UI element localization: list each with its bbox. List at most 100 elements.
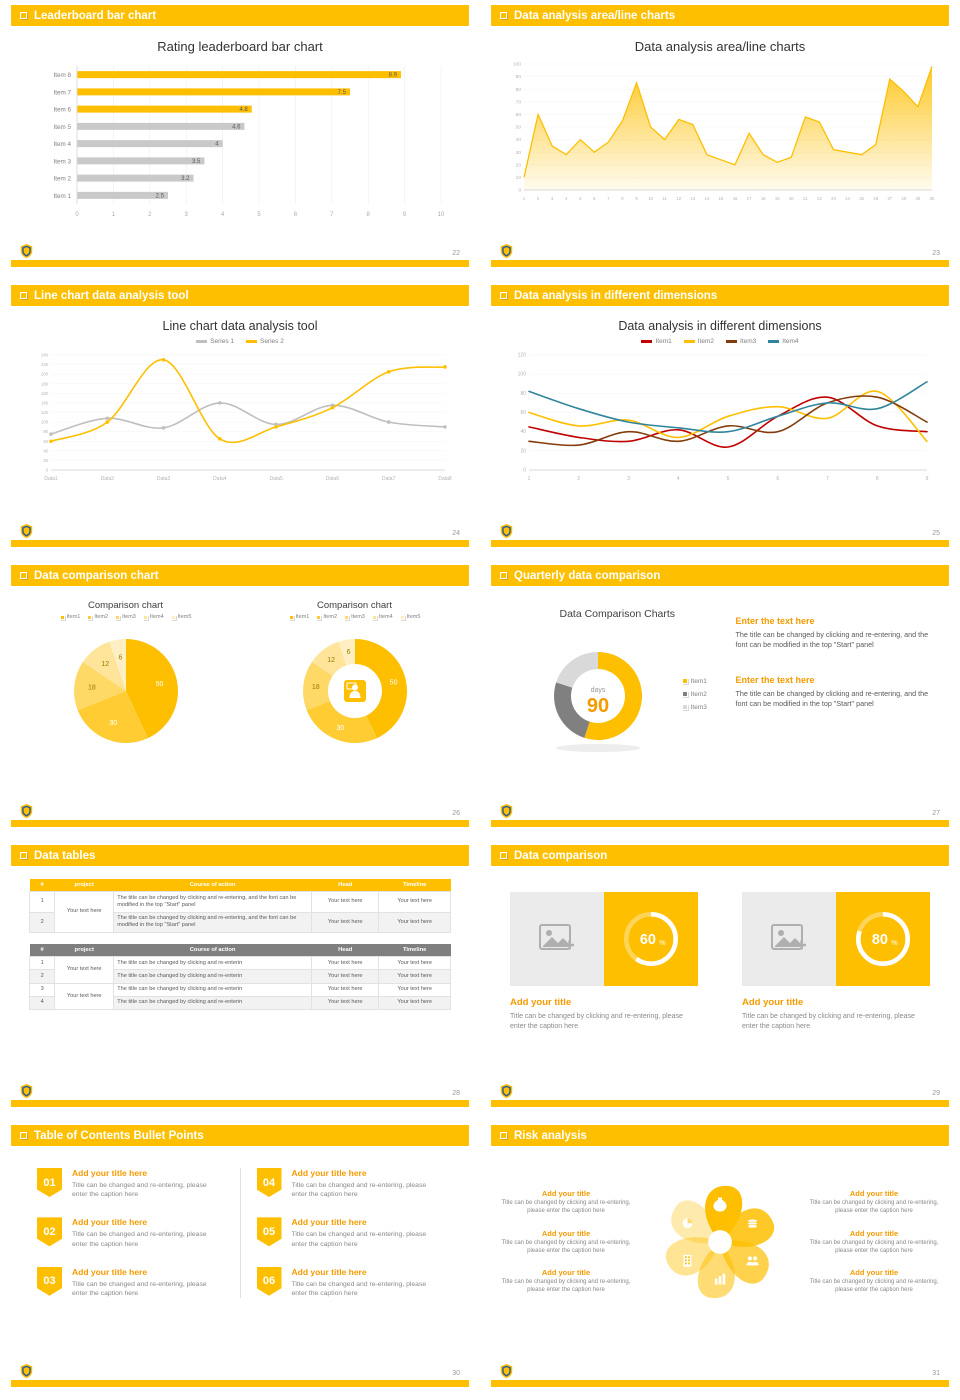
legend-label: Item1	[295, 614, 310, 620]
slide-22-leaderboard-bar-chart[interactable]: Leaderboard bar chart Rating leaderboard…	[11, 5, 469, 267]
svg-text:50: 50	[155, 681, 163, 688]
svg-text:60: 60	[516, 112, 522, 118]
svg-text:Data5: Data5	[269, 476, 283, 482]
school-logo-icon	[500, 244, 513, 258]
toc-column-right: 04 Add your title here Title can be change…	[256, 1168, 444, 1298]
svg-text:40: 40	[520, 429, 526, 435]
square-bullet-icon	[20, 12, 27, 19]
svg-text:5: 5	[257, 212, 261, 218]
slide-31-risk-analysis[interactable]: Risk analysis Add your title Title can be…	[491, 1125, 949, 1387]
slide-header-title: Data analysis in different dimensions	[514, 289, 718, 302]
slide-footer-bar	[11, 260, 469, 267]
legend-item: Item4	[768, 338, 799, 345]
svg-text:0: 0	[518, 188, 521, 194]
table-header-cell: Course of action	[113, 944, 312, 957]
svg-text:11: 11	[663, 196, 668, 201]
svg-text:28: 28	[902, 196, 907, 201]
svg-text:18: 18	[87, 684, 95, 691]
legend-label: Item4	[782, 338, 799, 345]
legend-label: Item1	[690, 677, 707, 685]
slide-28-data-tables[interactable]: Data tables # project Course of action Head…	[11, 845, 469, 1107]
legend-swatch	[726, 340, 737, 343]
risk-block-caption: Title can be changed by clicking and re-…	[501, 1239, 631, 1254]
slide-cell: Table of Contents Bullet Points 01 Add yo…	[0, 1120, 480, 1400]
slide-29-data-comparison-cards[interactable]: Data comparison 60% Add your title Title c…	[491, 845, 949, 1107]
school-logo-icon	[500, 1084, 513, 1098]
text-block-title: Enter the text here	[735, 616, 815, 626]
slide-30-table-of-contents[interactable]: Table of Contents Bullet Points 01 Add yo…	[11, 1125, 469, 1387]
square-bullet-icon	[500, 852, 507, 859]
svg-text:9: 9	[926, 476, 929, 482]
legend-swatch	[87, 614, 93, 620]
slide-25-multi-dimension-lines[interactable]: Data analysis in different dimensions Da…	[491, 285, 949, 547]
slide-26-data-comparison-pies[interactable]: Data comparison chart Comparison chart I…	[11, 565, 469, 827]
slide-footer-bar	[491, 820, 949, 827]
data-table: # project Course of action Head Timeline 1 You…	[28, 944, 451, 1011]
svg-text:%: %	[659, 938, 666, 947]
text-block-caption: The title can be changed by clicking and…	[735, 688, 929, 709]
svg-text:Data7: Data7	[382, 476, 396, 482]
svg-text:15: 15	[719, 196, 724, 201]
slide-cell: Data comparison 60% Add your title Title c…	[480, 840, 960, 1120]
square-bullet-icon	[20, 292, 27, 299]
legend-item: Item3	[681, 704, 707, 711]
svg-text:4: 4	[565, 196, 568, 201]
table-cell: 3	[28, 982, 56, 997]
risk-block-title: Add your title	[541, 1189, 591, 1199]
risk-block-title: Add your title	[849, 1268, 899, 1278]
svg-text:100: 100	[41, 420, 49, 425]
people-icon	[746, 1256, 759, 1266]
slide-24-line-chart-tool[interactable]: Line chart data analysis tool Line chart…	[11, 285, 469, 547]
toc-item-caption: Title can be changed and re-entering, pl…	[291, 1231, 427, 1248]
table-cell: Your text here	[54, 890, 115, 934]
toc-item-caption: Title can be changed and re-entering, pl…	[72, 1280, 207, 1297]
legend-label: Item3	[351, 614, 365, 620]
slide-23-area-line-charts[interactable]: Data analysis area/line charts Data anal…	[491, 5, 949, 267]
svg-text:220: 220	[41, 362, 49, 367]
legend-swatch	[316, 614, 322, 620]
legend-label: Item1	[655, 338, 672, 345]
slide-header-bar: Data comparison chart	[11, 565, 469, 586]
table-cell: Your text here	[311, 982, 380, 997]
comparison-card: 80% Add your title Title can be changed by…	[742, 892, 930, 1032]
donut-panel: Data Comparison Charts days 90 Item1 Item2…	[499, 590, 736, 764]
page-number: 25	[932, 530, 940, 537]
svg-text:Item 7: Item 7	[54, 89, 72, 96]
table-cell: 1	[28, 956, 56, 971]
table-cell: Your text here	[378, 911, 451, 934]
table-cell: Your text here	[378, 956, 451, 971]
pie-chart: 50 30 18 12 6	[73, 639, 178, 743]
legend-swatch	[399, 614, 405, 620]
legend-item: Item1	[288, 614, 310, 620]
svg-text:21: 21	[803, 196, 808, 201]
svg-text:17: 17	[747, 196, 752, 201]
table-header-cell: #	[29, 879, 55, 892]
svg-text:7: 7	[607, 196, 610, 201]
svg-text:26: 26	[873, 196, 878, 201]
svg-text:90: 90	[516, 74, 522, 80]
svg-text:3: 3	[551, 196, 554, 201]
square-bullet-icon	[20, 852, 27, 859]
slide-header-title: Data tables	[34, 849, 96, 862]
slide-27-quarterly-comparison[interactable]: Quarterly data comparison Data Compariso…	[491, 565, 949, 827]
square-bullet-icon	[500, 1132, 507, 1139]
svg-text:100: 100	[513, 62, 521, 68]
donut-chart-panel: Comparison chart Item1 Item2 Item3 Item4 Ite…	[240, 588, 469, 760]
legend-label: Item3	[740, 338, 757, 345]
risk-block-caption: Title can be changed by clicking and re-…	[809, 1239, 939, 1254]
leaderboard-bar-chart: 0 1 2 3 4 5 6 7 8 9 10 8.9 Item 8 7.5 Item 7 4.8 Item 6 4…	[54, 66, 445, 218]
legend-swatch	[59, 614, 65, 620]
svg-text:7: 7	[826, 476, 829, 482]
svg-text:12: 12	[676, 196, 681, 201]
data-table: # project Course of action Head Timeline 1 You…	[28, 879, 451, 934]
legend-item: Series 1	[196, 338, 234, 345]
presenter-icon	[343, 680, 366, 702]
svg-text:Item 5: Item 5	[54, 124, 72, 131]
slide-header-title: Leaderboard bar chart	[34, 9, 157, 22]
toc-item: 04 Add your title here Title can be change…	[256, 1168, 444, 1199]
toc-column-left: 01 Add your title here Title can be change…	[37, 1168, 224, 1298]
toc-number-badge: 04	[256, 1168, 282, 1197]
page-number: 26	[452, 810, 460, 817]
legend-item: Item1	[681, 677, 707, 685]
